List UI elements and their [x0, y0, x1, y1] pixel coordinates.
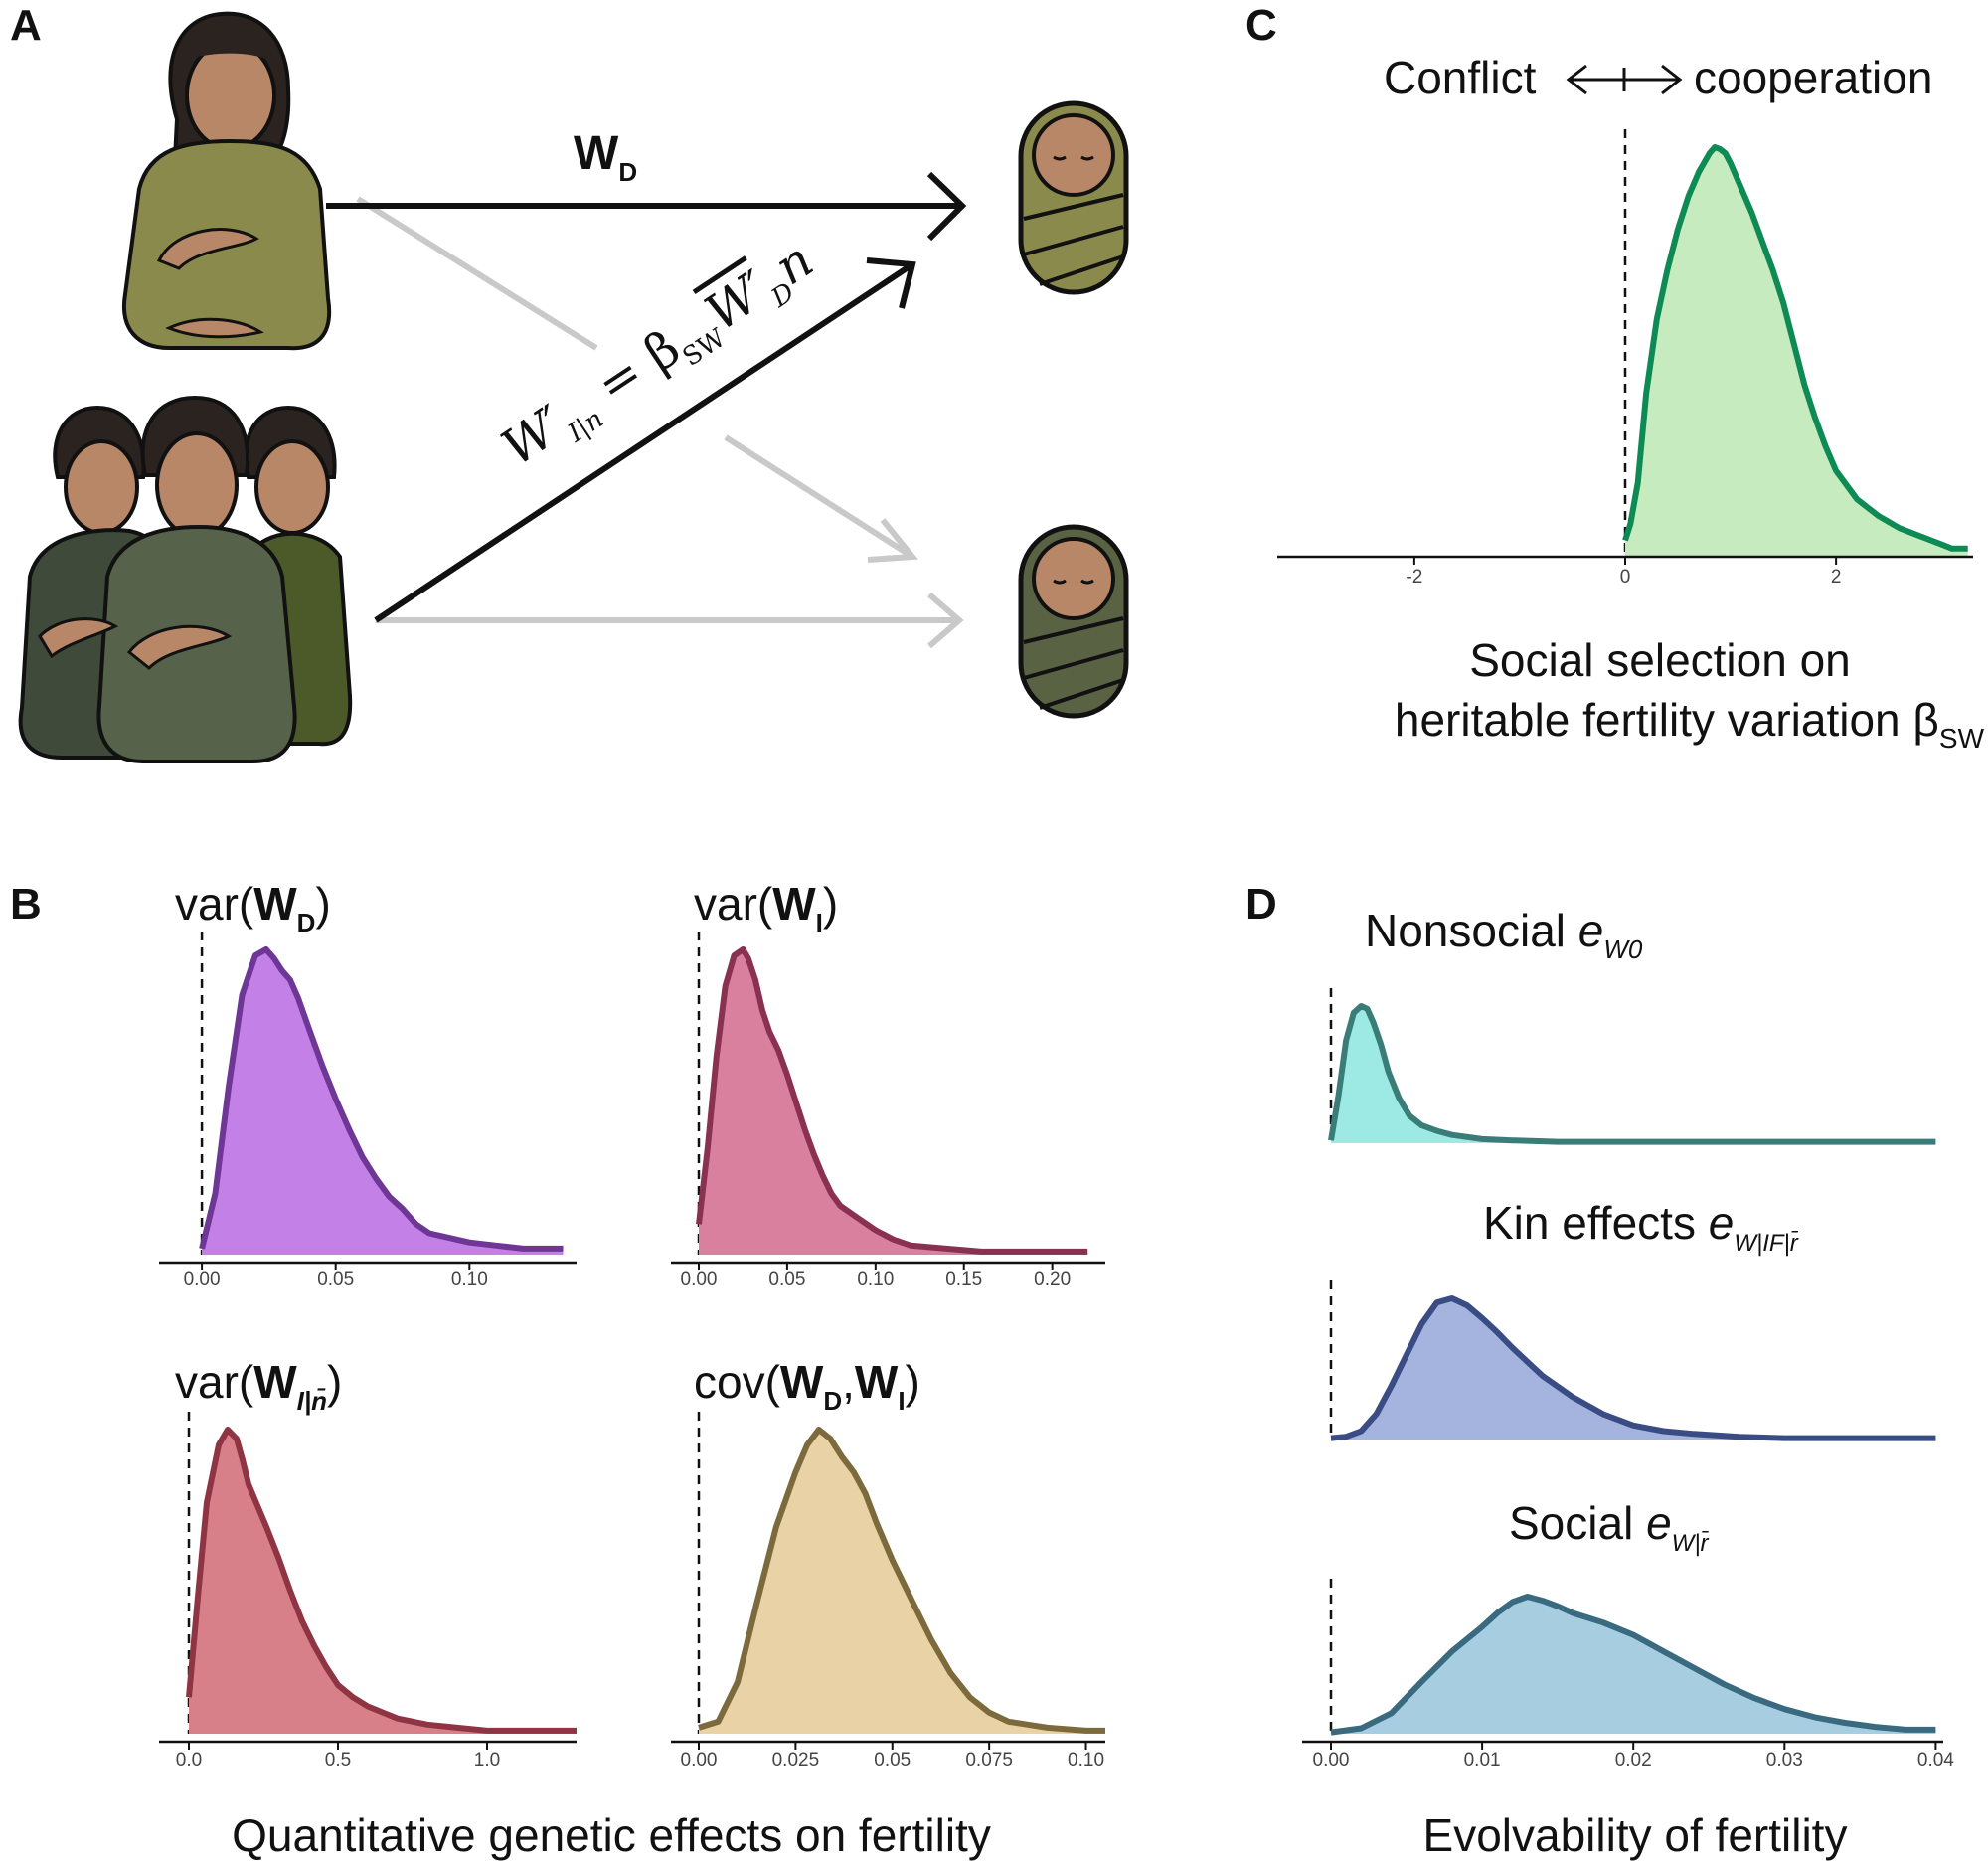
chart-c-social-selection: Conflict cooperation Social selection on…	[1277, 52, 1985, 754]
chart-b4-tick-label: 0.075	[965, 1750, 1013, 1771]
panel-label-a: A	[10, 1, 42, 50]
panel-a-diagram: WD W′I|n = βSWW′Dn	[18, 11, 1129, 763]
chart-b3-tick-label: 1.0	[474, 1750, 500, 1771]
chart-d3-density-area	[1331, 1597, 1936, 1734]
chart-b4-tick-label: 0.025	[772, 1750, 820, 1771]
dark-arrowhead-direct	[926, 171, 967, 242]
chart-d1-density-area	[1331, 1006, 1936, 1143]
panel-label-c: C	[1245, 1, 1277, 50]
chart-d1-nonsocial: Nonsocial eW0	[1328, 905, 1936, 1145]
chart-b2-var-wi: var(WI) 0.00 0.05 0.10 0.15 0.20	[671, 878, 1105, 1290]
chart-b1-density-area	[202, 949, 564, 1255]
chart-d3-tick-label: 0.02	[1615, 1750, 1652, 1771]
light-arrow-top	[356, 196, 598, 351]
wd-label: WD	[574, 127, 637, 187]
chart-b2-tick-label: 0.20	[1034, 1270, 1071, 1290]
chart-c-xlabel-line1: Social selection on	[1469, 634, 1851, 686]
baby-icon-bottom	[1018, 524, 1129, 719]
chart-b4-tick-label: 0.00	[681, 1750, 718, 1771]
double-arrow-icon	[1566, 64, 1683, 95]
chart-b2-density-area	[699, 949, 1088, 1255]
chart-b1-var-wd: var(WD) 0.00 0.05 0.10	[159, 878, 577, 1290]
mothers-group-icon	[18, 395, 353, 763]
chart-d3-label: Social eW|r̄	[1509, 1497, 1710, 1557]
chart-c-tick-label: 2	[1831, 567, 1842, 588]
chart-b4-tick-label: 0.10	[1068, 1750, 1104, 1771]
chart-b1-tick-label: 0.10	[451, 1270, 488, 1290]
dark-arrow-indirect	[374, 261, 914, 623]
chart-d2-kin-effects: Kin effects eW|IF|r̄	[1329, 1197, 1936, 1441]
chart-d1-density-line	[1328, 1003, 1936, 1145]
chart-b2-density-line	[696, 946, 1088, 1255]
chart-c-tick-label: 0	[1620, 567, 1631, 588]
chart-b-axis-title: Quantitative genetic effects on fertilit…	[232, 1809, 991, 1861]
chart-b4-cov-wd-wi: cov(WD,WI) 0.00 0.025 0.05 0.075 0.10	[671, 1356, 1105, 1771]
chart-b1-tick-label: 0.00	[184, 1270, 221, 1290]
chart-b4-density-line	[698, 1427, 1105, 1734]
chart-d1-label: Nonsocial eW0	[1365, 905, 1643, 964]
chart-d2-density-area	[1331, 1298, 1936, 1440]
chart-d3-density-line	[1330, 1594, 1936, 1736]
chart-d3-tick-label: 0.00	[1313, 1750, 1350, 1771]
chart-b2-tick-label: 0.15	[945, 1270, 982, 1290]
chart-b3-tick-label: 0.0	[176, 1750, 202, 1771]
chart-b2-tick-label: 0.00	[681, 1270, 718, 1290]
chart-c-cooperation-label: cooperation	[1694, 52, 1932, 103]
chart-c-conflict-label: Conflict	[1384, 52, 1537, 103]
chart-d3-tick-label: 0.04	[1917, 1750, 1954, 1771]
chart-d3-tick-label: 0.03	[1766, 1750, 1803, 1771]
chart-b3-density-line	[186, 1427, 577, 1734]
chart-b1-tick-label: 0.05	[317, 1270, 354, 1290]
chart-c-xlabel-line2: heritable fertility variation βSW	[1395, 694, 1985, 754]
chart-d-axis-title: Evolvability of fertility	[1423, 1809, 1848, 1861]
panel-label-b: B	[10, 880, 42, 929]
pregnant-mother-icon	[121, 11, 332, 351]
dark-arrowhead-indirect	[866, 257, 916, 309]
chart-b4-tick-label: 0.05	[874, 1750, 911, 1771]
chart-b2-tick-label: 0.10	[857, 1270, 894, 1290]
chart-d3-social: Social eW|r̄ 0.00 0.01 0.02 0.03 0.04	[1302, 1497, 1954, 1771]
chart-b1-density-line	[199, 946, 564, 1252]
baby-icon-top	[1018, 100, 1129, 295]
chart-b2-tick-label: 0.05	[768, 1270, 805, 1290]
chart-b3-density-area	[189, 1430, 577, 1734]
chart-b4-title: cov(WD,WI)	[694, 1356, 920, 1416]
chart-c-density-line	[1622, 144, 1968, 552]
chart-c-density-area	[1625, 147, 1968, 557]
chart-d2-density-line	[1330, 1295, 1936, 1441]
light-arrowhead-top	[867, 518, 918, 563]
chart-d3-tick-label: 0.01	[1464, 1750, 1501, 1771]
chart-b2-title: var(WI)	[694, 878, 838, 937]
chart-b3-tick-label: 0.5	[325, 1750, 351, 1771]
chart-d2-label: Kin effects eW|IF|r̄	[1483, 1197, 1799, 1257]
light-arrow-top-end	[724, 434, 914, 560]
panel-label-d: D	[1245, 880, 1277, 929]
chart-c-tick-label: -2	[1406, 567, 1422, 588]
chart-b1-title: var(WD)	[175, 878, 331, 937]
chart-b3-var-wi-nbar: var(WI|n̄) 0.0 0.5 1.0	[159, 1356, 577, 1771]
chart-b3-title: var(WI|n̄)	[175, 1356, 342, 1416]
light-arrowhead-bottom	[927, 592, 964, 649]
